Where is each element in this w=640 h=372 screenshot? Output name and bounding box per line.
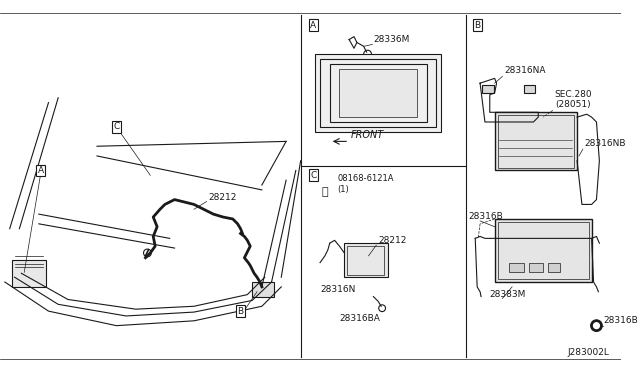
Bar (509, 263, 524, 272)
Text: J283002L: J283002L (567, 348, 609, 357)
Text: 28316B: 28316B (468, 212, 503, 221)
Bar (344, 243, 388, 277)
Text: B: B (237, 307, 244, 315)
Text: 08168-6121A
(1): 08168-6121A (1) (337, 174, 394, 194)
Text: B: B (474, 20, 480, 29)
Text: C: C (113, 122, 120, 131)
Text: C: C (310, 171, 316, 180)
Bar (495, 219, 591, 282)
Text: 28316BA: 28316BA (339, 314, 380, 323)
Text: 28212: 28212 (209, 193, 237, 202)
Circle shape (593, 323, 600, 328)
Bar (497, 115, 574, 167)
Bar (12, 260, 45, 287)
Text: 28316N: 28316N (320, 285, 355, 294)
Text: 28336M: 28336M (373, 35, 410, 45)
Text: SEC.280
(28051): SEC.280 (28051) (555, 90, 593, 109)
Text: 28316NA: 28316NA (504, 67, 546, 76)
Text: A: A (310, 20, 316, 29)
Bar (497, 222, 589, 279)
Text: 28316B: 28316B (604, 316, 638, 325)
Text: FRONT: FRONT (351, 131, 385, 141)
Bar (339, 69, 417, 117)
Text: 28383M: 28383M (490, 289, 526, 299)
Text: Ⓢ: Ⓢ (321, 187, 328, 197)
Bar (252, 282, 273, 296)
Circle shape (591, 320, 602, 331)
Text: A: A (38, 166, 44, 175)
Text: 28212: 28212 (378, 236, 406, 245)
Bar (320, 59, 436, 127)
Bar (529, 263, 543, 272)
Bar (524, 85, 536, 93)
Bar (330, 64, 427, 122)
Bar (348, 246, 384, 275)
Bar (482, 85, 493, 93)
Bar (495, 112, 577, 170)
Bar (316, 54, 442, 132)
Text: 28316NB: 28316NB (585, 139, 627, 148)
Bar (548, 263, 559, 272)
